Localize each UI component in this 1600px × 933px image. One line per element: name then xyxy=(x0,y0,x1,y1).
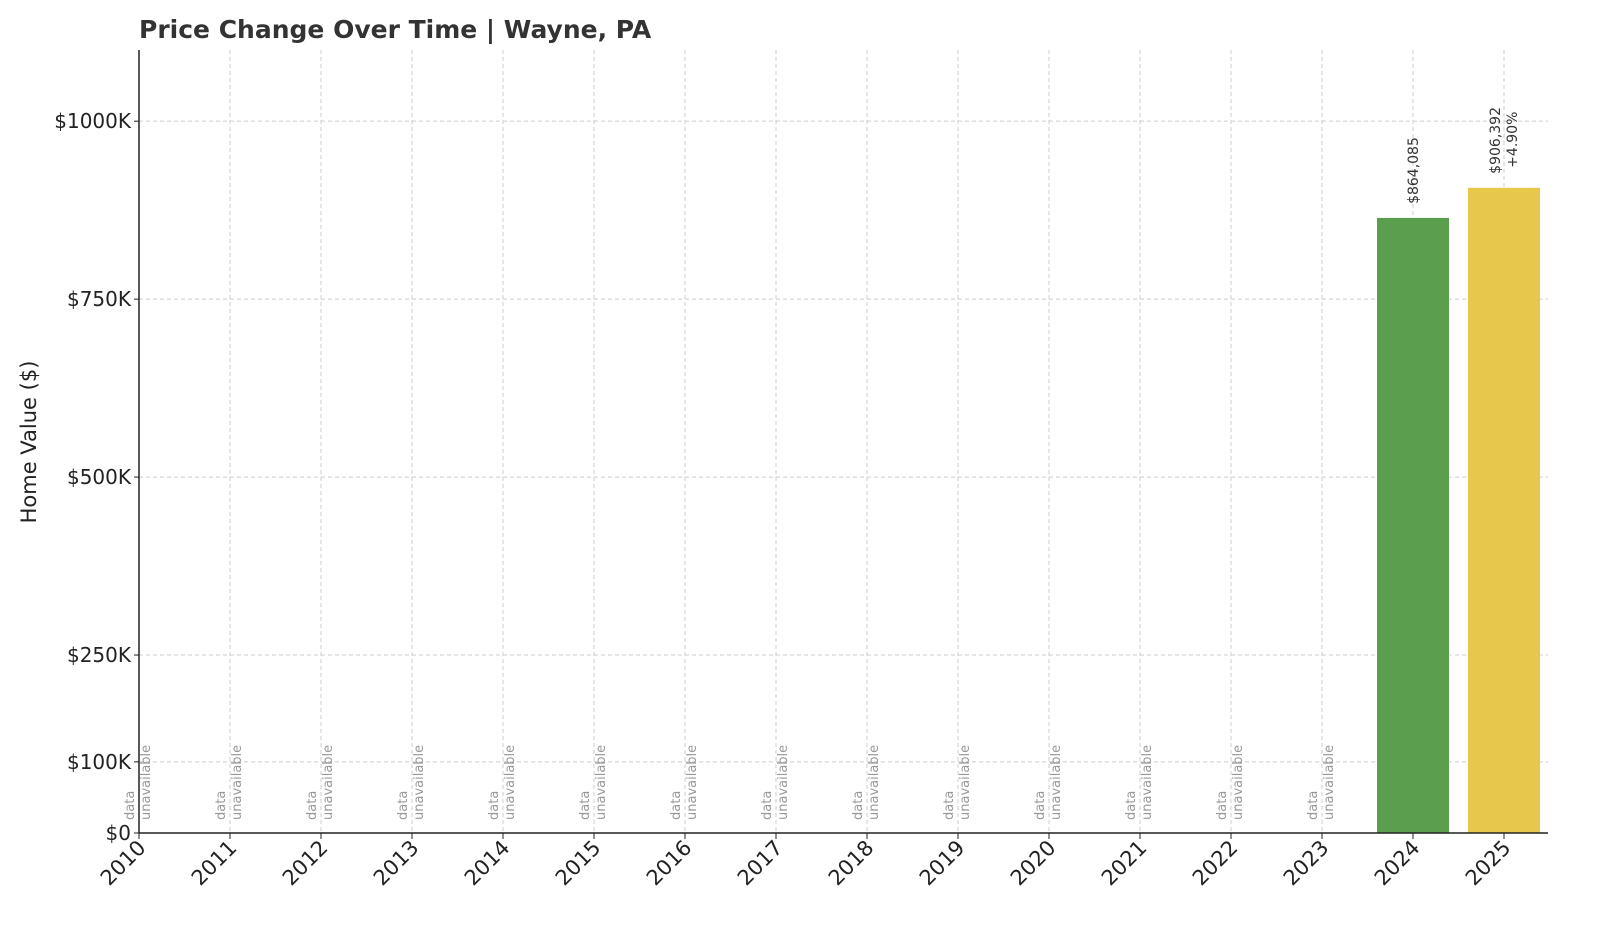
y-axis-label: Home Value ($) xyxy=(17,361,41,524)
y-tick-label: $500K xyxy=(67,465,132,489)
value-label: $906,392 xyxy=(1488,107,1504,174)
unavailable-label: dataunavailable xyxy=(1215,745,1246,820)
x-tick-label: 2014 xyxy=(460,836,515,891)
chart-title: Price Change Over Time | Wayne, PA xyxy=(139,15,652,44)
unavailable-label: dataunavailable xyxy=(760,745,791,820)
x-tick-label: 2018 xyxy=(824,836,879,891)
x-tick-label: 2022 xyxy=(1188,836,1243,891)
x-tick-label: 2015 xyxy=(551,836,606,891)
unavailable-label: dataunavailable xyxy=(669,745,700,820)
y-tick-label: $750K xyxy=(67,287,132,311)
x-tick-label: 2017 xyxy=(733,836,788,891)
x-tick-label: 2024 xyxy=(1370,836,1425,891)
x-tick-label: 2011 xyxy=(187,836,242,891)
x-tick-label: 2019 xyxy=(915,836,970,891)
unavailable-label: dataunavailable xyxy=(214,745,245,820)
bar xyxy=(1468,187,1540,833)
unavailable-label: dataunavailable xyxy=(123,745,154,820)
value-label: $864,085 xyxy=(1406,137,1422,204)
x-tick-label: 2021 xyxy=(1097,836,1152,891)
x-tick-label: 2016 xyxy=(642,836,697,891)
unavailable-label: dataunavailable xyxy=(942,745,973,820)
unavailable-label: dataunavailable xyxy=(305,745,336,820)
unavailable-label: dataunavailable xyxy=(396,745,427,820)
x-tick-label: 2012 xyxy=(278,836,333,891)
x-tick-label: 2020 xyxy=(1006,836,1061,891)
bar xyxy=(1377,217,1449,833)
y-tick-label: $250K xyxy=(67,643,132,667)
y-tick-label: $1000K xyxy=(54,109,132,133)
x-tick-label: 2013 xyxy=(369,836,424,891)
unavailable-label: dataunavailable xyxy=(851,745,882,820)
unavailable-label: dataunavailable xyxy=(1033,745,1064,820)
unavailable-label: dataunavailable xyxy=(1306,745,1337,820)
change-label: +4.90% xyxy=(1505,112,1521,168)
x-tick-label: 2023 xyxy=(1279,836,1334,891)
x-tick-label: 2025 xyxy=(1461,836,1516,891)
y-tick-label: $100K xyxy=(67,750,132,774)
y-tick-label: $0 xyxy=(106,821,131,845)
unavailable-label: dataunavailable xyxy=(578,745,609,820)
unavailable-label: dataunavailable xyxy=(1124,745,1155,820)
unavailable-label: dataunavailable xyxy=(487,745,518,820)
